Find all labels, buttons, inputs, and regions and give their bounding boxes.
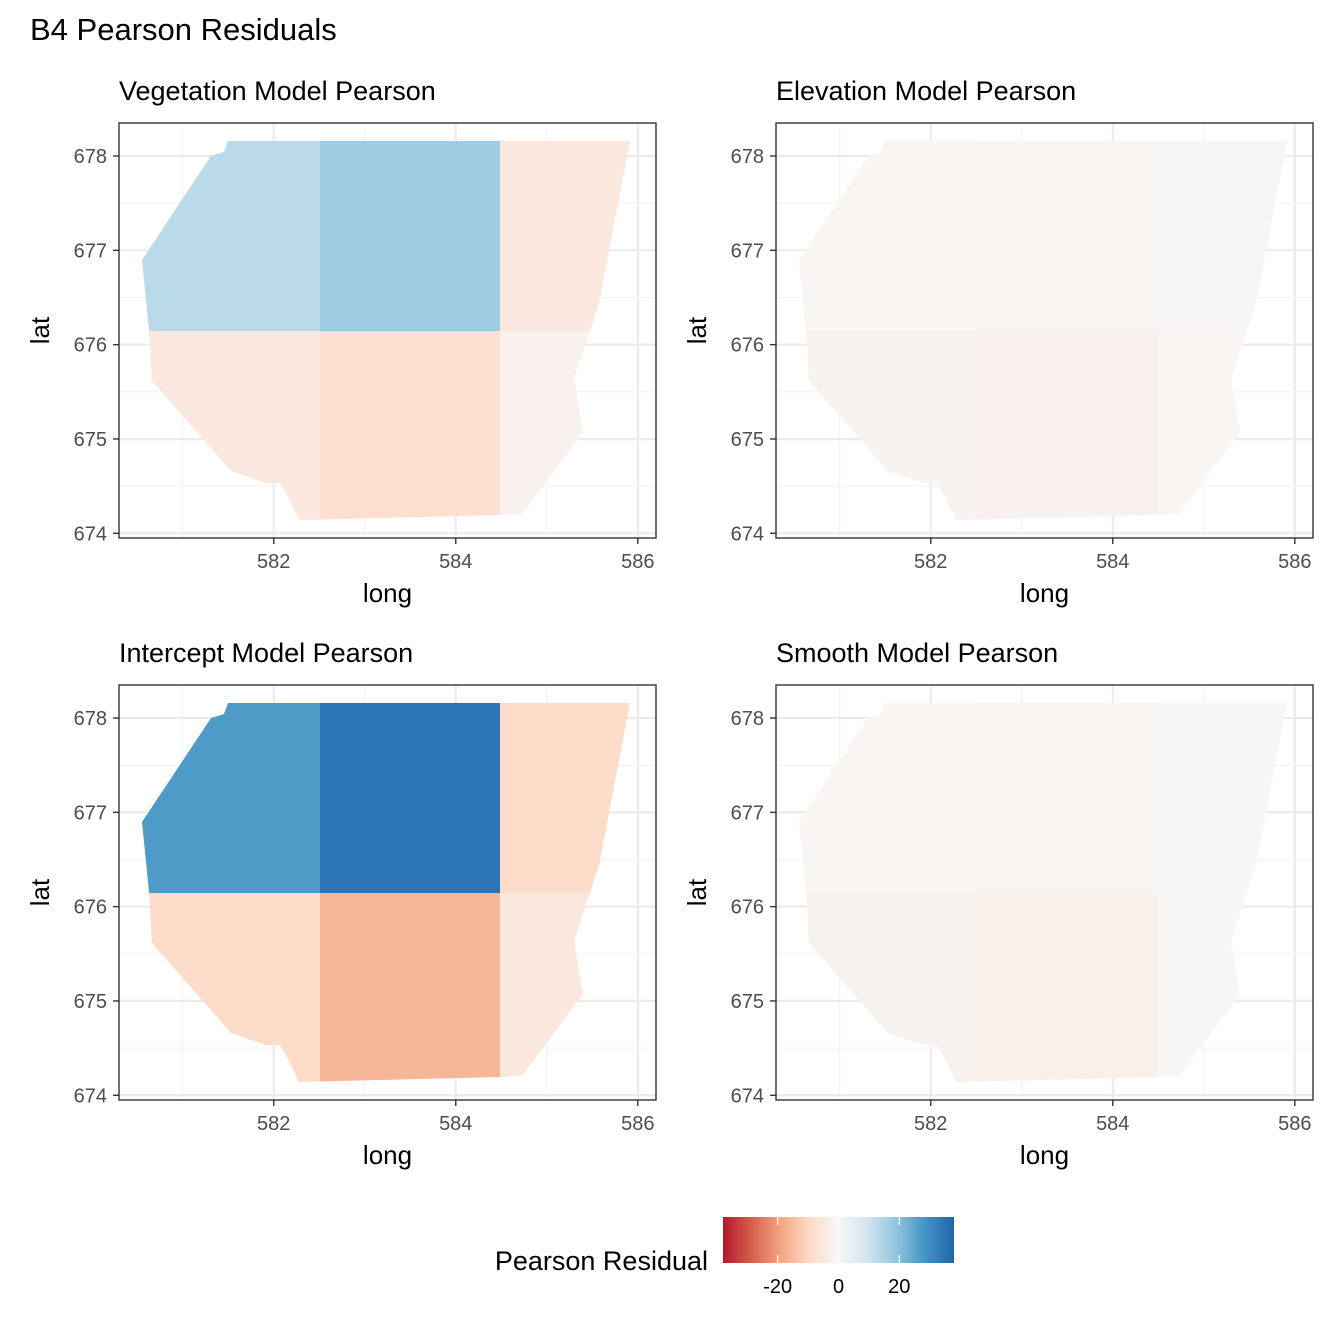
y-tick-label: 678 (74, 146, 107, 168)
x-tick-label: 586 (621, 1113, 654, 1135)
heatmap-cell (977, 703, 1158, 894)
y-axis-label: lat (25, 316, 55, 344)
heatmap-cell (320, 893, 501, 1082)
y-tick-label: 676 (74, 335, 107, 357)
x-tick-label: 586 (1278, 1113, 1311, 1135)
x-tick-label: 584 (1096, 1113, 1129, 1135)
panel-1: 582 584 586 674 675 676 677 678 Elevation Model … (682, 76, 1314, 608)
x-axis-label: long (363, 578, 412, 608)
y-tick-label: 678 (731, 708, 764, 730)
heatmap-cell (977, 893, 1158, 1082)
heatmap-cells (799, 141, 1287, 520)
panel-border (118, 122, 657, 539)
legend-tick-label: 0 (833, 1276, 844, 1298)
legend-tick-label: 20 (888, 1276, 910, 1298)
panel-border (775, 684, 1314, 1101)
legend-tick-label: -20 (763, 1276, 792, 1298)
x-tick-label: 586 (621, 551, 654, 573)
panel-title: Vegetation Model Pearson (119, 76, 436, 106)
x-axis-label: long (1020, 1140, 1069, 1170)
panel-title: Intercept Model Pearson (119, 638, 413, 668)
y-tick-label: 674 (74, 1085, 107, 1107)
panel-border (775, 122, 1314, 539)
legend: Pearson Residual -20 0 20 (495, 1217, 954, 1298)
y-tick-label: 677 (74, 240, 107, 262)
y-tick-label: 675 (731, 991, 764, 1013)
heatmap-cell (320, 703, 501, 894)
x-tick-label: 582 (257, 1113, 290, 1135)
y-axis-label: lat (682, 316, 712, 344)
y-tick-label: 674 (74, 523, 107, 545)
y-tick-label: 675 (731, 429, 764, 451)
y-axis-label: lat (682, 878, 712, 906)
x-tick-label: 582 (914, 551, 947, 573)
y-tick-label: 676 (731, 897, 764, 919)
y-tick-label: 676 (74, 897, 107, 919)
y-tick-label: 674 (731, 1085, 764, 1107)
heatmap-cell (977, 141, 1158, 332)
panel-title: Smooth Model Pearson (776, 638, 1058, 668)
x-axis-label: long (1020, 578, 1069, 608)
y-tick-label: 677 (74, 802, 107, 824)
x-tick-label: 584 (439, 551, 472, 573)
figure-title: B4 Pearson Residuals (30, 12, 337, 47)
legend-title: Pearson Residual (495, 1246, 708, 1276)
heatmap-cell (320, 331, 501, 520)
y-tick-label: 675 (74, 991, 107, 1013)
x-tick-label: 586 (1278, 551, 1311, 573)
x-tick-label: 582 (257, 551, 290, 573)
y-tick-label: 677 (731, 802, 764, 824)
y-axis-label: lat (25, 878, 55, 906)
y-tick-label: 677 (731, 240, 764, 262)
y-tick-label: 678 (74, 708, 107, 730)
x-tick-label: 584 (439, 1113, 472, 1135)
panel-0: 582 584 586 674 675 676 677 678 Vegetation Model… (25, 76, 657, 608)
panel-3: 582 584 586 674 675 676 677 678 Smooth Model Pea… (682, 638, 1314, 1170)
heatmap-cell (977, 331, 1158, 520)
x-axis-label: long (363, 1140, 412, 1170)
x-tick-label: 584 (1096, 551, 1129, 573)
panel-title: Elevation Model Pearson (776, 76, 1076, 106)
x-tick-label: 582 (914, 1113, 947, 1135)
panel-2: 582 584 586 674 675 676 677 678 Intercept Model … (25, 638, 657, 1170)
heatmap-cell (320, 141, 501, 332)
y-tick-label: 676 (731, 335, 764, 357)
y-tick-label: 674 (731, 523, 764, 545)
y-tick-label: 675 (74, 429, 107, 451)
y-tick-label: 678 (731, 146, 764, 168)
panel-border (118, 684, 657, 1101)
